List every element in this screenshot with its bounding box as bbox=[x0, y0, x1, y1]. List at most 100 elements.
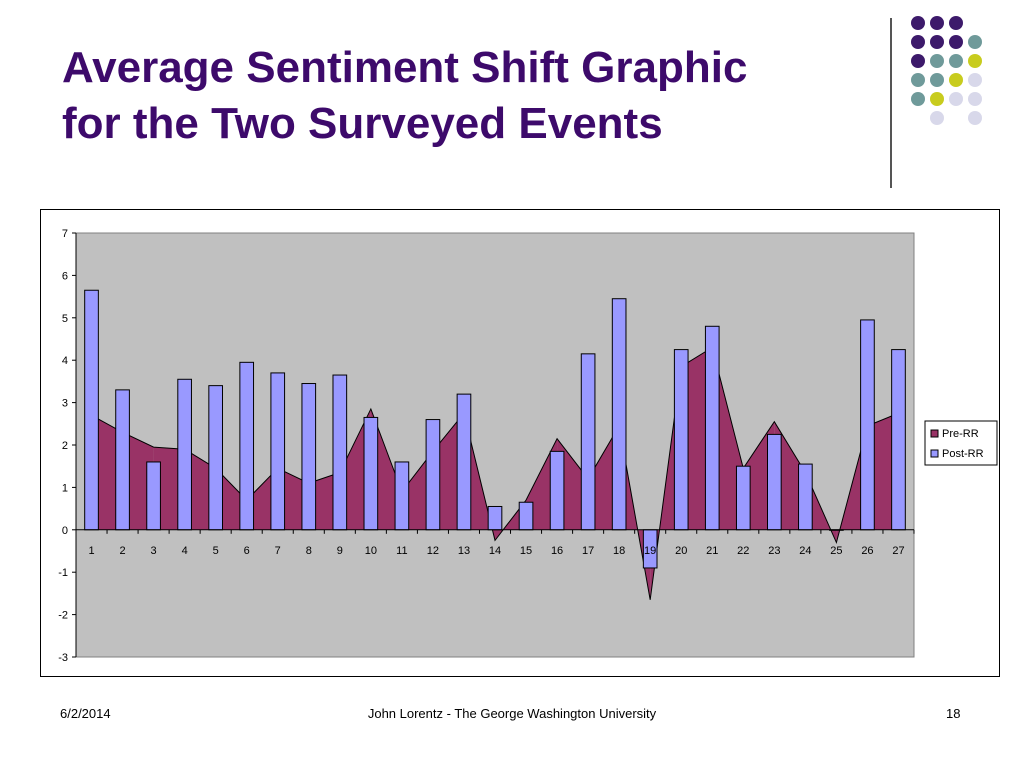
post-rr-bar bbox=[456, 393, 472, 531]
x-tick-label: 4 bbox=[182, 545, 188, 557]
pre-rr-area-segment bbox=[122, 432, 154, 530]
pre-rr-area-segment bbox=[215, 468, 247, 530]
decor-dot bbox=[949, 73, 963, 87]
x-tick-label: 16 bbox=[551, 545, 563, 557]
post-rr-bar bbox=[84, 289, 99, 531]
pre-rr-area-outline bbox=[91, 346, 899, 600]
y-tick-label: 1 bbox=[62, 482, 68, 494]
post-rr-bar bbox=[270, 372, 286, 531]
post-rr-bar bbox=[363, 416, 379, 531]
decor-dot bbox=[949, 35, 963, 49]
pre-rr-area-segment bbox=[712, 347, 744, 530]
x-tick-label: 1 bbox=[88, 545, 94, 557]
post-rr-bar bbox=[239, 361, 255, 531]
legend-swatch bbox=[930, 429, 939, 438]
post-rr-bar bbox=[518, 501, 534, 531]
post-rr-bar bbox=[549, 450, 565, 531]
pre-rr-area-segment bbox=[681, 347, 713, 530]
post-rr-bar bbox=[146, 461, 161, 531]
x-tick-label: 8 bbox=[306, 545, 312, 557]
x-tick-label: 25 bbox=[830, 545, 842, 557]
footer-date: 6/2/2014 bbox=[60, 706, 111, 721]
legend-box bbox=[924, 420, 998, 466]
post-rr-bar bbox=[425, 419, 441, 531]
post-rr-bar bbox=[860, 319, 875, 531]
post-rr-bar bbox=[301, 383, 317, 531]
y-tick-label: -1 bbox=[58, 567, 68, 579]
decor-dot bbox=[968, 73, 982, 87]
decor-dot bbox=[930, 92, 944, 106]
x-tick-label: 23 bbox=[768, 545, 780, 557]
post-rr-bar bbox=[177, 378, 192, 531]
pre-rr-area-segment bbox=[153, 447, 185, 530]
decor-dot bbox=[968, 35, 982, 49]
pre-rr-area-segment bbox=[370, 408, 402, 530]
y-tick-label: 6 bbox=[62, 270, 68, 282]
decor-dot bbox=[911, 54, 925, 68]
pre-rr-area-segment bbox=[308, 472, 340, 530]
x-tick-label: 7 bbox=[275, 545, 281, 557]
post-rr-bar bbox=[798, 463, 813, 531]
pre-rr-area-segment bbox=[277, 468, 309, 530]
decor-dot bbox=[930, 54, 944, 68]
legend-label: Post-RR bbox=[942, 448, 984, 460]
decor-dot bbox=[911, 73, 925, 87]
decor-dot bbox=[930, 16, 944, 30]
post-rr-bar bbox=[891, 349, 906, 531]
y-tick-label: -3 bbox=[58, 652, 68, 664]
y-tick-label: 5 bbox=[62, 313, 68, 325]
legend-label: Pre-RR bbox=[942, 428, 979, 440]
pre-rr-area-segment bbox=[526, 438, 558, 530]
pre-rr-area-segment bbox=[246, 468, 278, 530]
post-rr-bar bbox=[580, 353, 596, 531]
post-rr-bar bbox=[332, 374, 348, 531]
decor-dot bbox=[930, 73, 944, 87]
x-tick-label: 10 bbox=[365, 545, 377, 557]
y-tick-label: -2 bbox=[58, 610, 68, 622]
x-tick-label: 6 bbox=[244, 545, 250, 557]
pre-rr-area-segment bbox=[339, 408, 371, 530]
decorative-dot-grid bbox=[911, 16, 982, 125]
post-rr-bar bbox=[673, 349, 689, 531]
pre-rr-area-segment bbox=[557, 438, 589, 530]
post-rr-bar bbox=[115, 389, 130, 531]
decor-dot bbox=[968, 111, 982, 125]
y-tick-label: 0 bbox=[62, 525, 68, 537]
pre-rr-area-segment bbox=[91, 415, 123, 530]
x-tick-label: 20 bbox=[675, 545, 687, 557]
x-tick-label: 12 bbox=[427, 545, 439, 557]
post-rr-bar bbox=[611, 298, 627, 531]
x-tick-label: 5 bbox=[213, 545, 219, 557]
post-rr-bar bbox=[735, 465, 751, 531]
post-rr-bar bbox=[208, 385, 223, 531]
decorative-divider bbox=[890, 18, 892, 188]
x-tick-label: 19 bbox=[644, 545, 656, 557]
post-rr-bar bbox=[704, 325, 720, 531]
x-tick-label: 27 bbox=[892, 545, 904, 557]
footer-page-number: 18 bbox=[946, 706, 961, 721]
x-tick-label: 15 bbox=[520, 545, 532, 557]
pre-rr-area-segment bbox=[588, 425, 620, 530]
decor-dot bbox=[968, 54, 982, 68]
post-rr-bar bbox=[394, 461, 410, 531]
x-tick-label: 17 bbox=[582, 545, 594, 557]
post-rr-bar bbox=[767, 433, 782, 531]
decor-dot bbox=[949, 16, 963, 30]
post-rr-bar bbox=[487, 505, 503, 531]
slide-title-line-1: Average Sentiment Shift Graphic bbox=[62, 43, 748, 92]
pre-rr-area-segment bbox=[867, 413, 899, 530]
x-tick-label: 22 bbox=[737, 545, 749, 557]
slide-title: Average Sentiment Shift Graphic for the … bbox=[62, 40, 862, 152]
x-tick-label: 11 bbox=[396, 545, 407, 557]
decor-dot bbox=[949, 54, 963, 68]
x-tick-label: 24 bbox=[799, 545, 811, 557]
y-tick-label: 7 bbox=[62, 228, 68, 240]
chart-legend: Pre-RR Post-RR bbox=[924, 420, 998, 466]
decor-dot bbox=[968, 92, 982, 106]
x-tick-label: 18 bbox=[613, 545, 625, 557]
x-tick-label: 13 bbox=[458, 545, 470, 557]
decor-dot bbox=[930, 111, 944, 125]
x-tick-label: 21 bbox=[706, 545, 718, 557]
pre-rr-area-segment bbox=[184, 449, 216, 530]
